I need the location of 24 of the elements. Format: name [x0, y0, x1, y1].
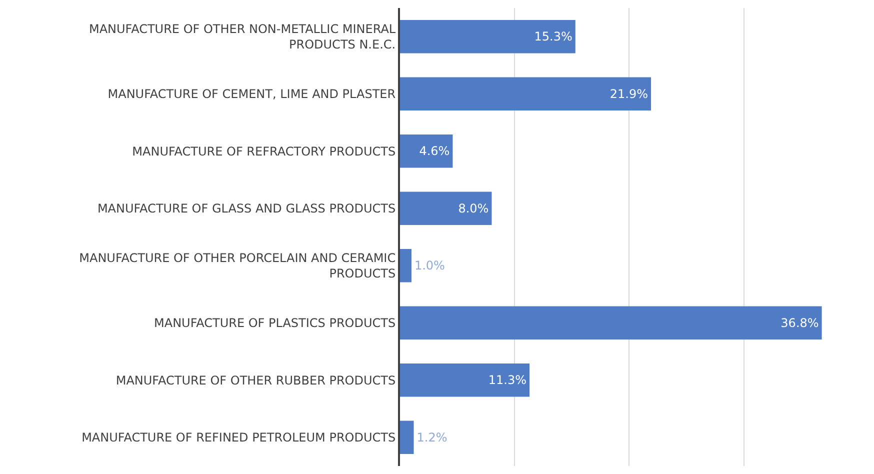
- y-tick-label: MANUFACTURE OF GLASS AND GLASS PRODUCTS: [97, 202, 396, 216]
- y-tick-label: MANUFACTURE OF PLASTICS PRODUCTS: [154, 316, 396, 330]
- bar: [400, 77, 652, 110]
- bar: [400, 420, 414, 454]
- data-label: 8.0%: [458, 201, 489, 216]
- bar: [400, 249, 412, 282]
- data-label: 36.8%: [780, 316, 819, 330]
- y-tick-label: MANUFACTURE OF OTHER PORCELAIN AND CERAMIC PRODUCTS: [79, 251, 396, 281]
- data-label: 15.3%: [534, 30, 572, 44]
- bar: [400, 364, 530, 397]
- y-tick-label: MANUFACTURE OF REFINED PETROLEUM PRODUCTS: [82, 430, 396, 445]
- data-label: 4.6%: [419, 144, 450, 158]
- data-label: 1.2%: [416, 430, 448, 444]
- data-label: 11.3%: [488, 373, 527, 388]
- y-tick-label: MANUFACTURE OF REFRACTORY PRODUCTS: [132, 144, 396, 158]
- data-label: 21.9%: [610, 86, 648, 101]
- bar: [400, 306, 822, 340]
- data-label: 1.0%: [414, 258, 445, 273]
- bar: [400, 20, 576, 54]
- y-tick-label: MANUFACTURE OF OTHER RUBBER PRODUCTS: [116, 373, 396, 388]
- bar: [400, 134, 453, 168]
- y-tick-label: MANUFACTURE OF CEMENT, LIME AND PLASTER: [108, 87, 396, 102]
- bar: [400, 192, 492, 225]
- y-tick-label: MANUFACTURE OF OTHER NON-METALLIC MINERAL PRODUCTS N.E.C.: [88, 22, 396, 52]
